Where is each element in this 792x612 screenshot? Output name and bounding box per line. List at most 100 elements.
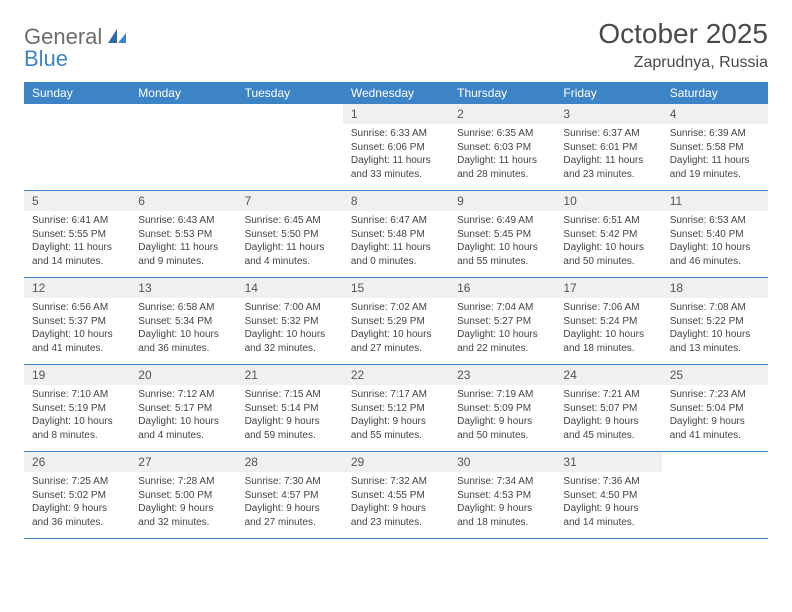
daylight-text: Daylight: 9 hours and 59 minutes. bbox=[245, 415, 337, 442]
daylight-text: Daylight: 11 hours and 14 minutes. bbox=[32, 241, 124, 268]
weekday-header: Wednesday bbox=[343, 82, 449, 104]
weekday-header: Saturday bbox=[662, 82, 768, 104]
sunset-text: Sunset: 6:01 PM bbox=[563, 141, 655, 155]
sunrise-text: Sunrise: 7:23 AM bbox=[670, 388, 762, 402]
daylight-text: Daylight: 11 hours and 23 minutes. bbox=[563, 154, 655, 181]
day-number: 11 bbox=[662, 191, 768, 211]
week-row: 26Sunrise: 7:25 AMSunset: 5:02 PMDayligh… bbox=[24, 452, 768, 539]
sunset-text: Sunset: 5:00 PM bbox=[138, 489, 230, 503]
day-body: Sunrise: 7:12 AMSunset: 5:17 PMDaylight:… bbox=[130, 385, 236, 446]
sunset-text: Sunset: 5:14 PM bbox=[245, 402, 337, 416]
day-body: Sunrise: 6:43 AMSunset: 5:53 PMDaylight:… bbox=[130, 211, 236, 272]
daylight-text: Daylight: 10 hours and 32 minutes. bbox=[245, 328, 337, 355]
day-body: Sunrise: 6:41 AMSunset: 5:55 PMDaylight:… bbox=[24, 211, 130, 272]
day-cell: 13Sunrise: 6:58 AMSunset: 5:34 PMDayligh… bbox=[130, 278, 236, 364]
day-number: 4 bbox=[662, 104, 768, 124]
daylight-text: Daylight: 10 hours and 22 minutes. bbox=[457, 328, 549, 355]
day-number: 21 bbox=[237, 365, 343, 385]
day-number: 1 bbox=[343, 104, 449, 124]
day-number: 5 bbox=[24, 191, 130, 211]
daylight-text: Daylight: 9 hours and 50 minutes. bbox=[457, 415, 549, 442]
sunrise-text: Sunrise: 6:37 AM bbox=[563, 127, 655, 141]
day-number: 2 bbox=[449, 104, 555, 124]
day-cell: 8Sunrise: 6:47 AMSunset: 5:48 PMDaylight… bbox=[343, 191, 449, 277]
weekday-header-row: Sunday Monday Tuesday Wednesday Thursday… bbox=[24, 82, 768, 104]
weekday-header: Friday bbox=[555, 82, 661, 104]
day-body: Sunrise: 7:23 AMSunset: 5:04 PMDaylight:… bbox=[662, 385, 768, 446]
daylight-text: Daylight: 10 hours and 27 minutes. bbox=[351, 328, 443, 355]
sunrise-text: Sunrise: 7:19 AM bbox=[457, 388, 549, 402]
daylight-text: Daylight: 9 hours and 14 minutes. bbox=[563, 502, 655, 529]
day-body: Sunrise: 6:33 AMSunset: 6:06 PMDaylight:… bbox=[343, 124, 449, 185]
day-body: Sunrise: 7:19 AMSunset: 5:09 PMDaylight:… bbox=[449, 385, 555, 446]
sunrise-text: Sunrise: 7:12 AM bbox=[138, 388, 230, 402]
daylight-text: Daylight: 10 hours and 18 minutes. bbox=[563, 328, 655, 355]
sunrise-text: Sunrise: 7:08 AM bbox=[670, 301, 762, 315]
day-cell: 21Sunrise: 7:15 AMSunset: 5:14 PMDayligh… bbox=[237, 365, 343, 451]
day-cell: 10Sunrise: 6:51 AMSunset: 5:42 PMDayligh… bbox=[555, 191, 661, 277]
sunset-text: Sunset: 5:04 PM bbox=[670, 402, 762, 416]
sunset-text: Sunset: 5:37 PM bbox=[32, 315, 124, 329]
calendar-page: GeneralBlue October 2025 Zaprudnya, Russ… bbox=[0, 0, 792, 539]
sunrise-text: Sunrise: 7:02 AM bbox=[351, 301, 443, 315]
sunset-text: Sunset: 4:50 PM bbox=[563, 489, 655, 503]
calendar-grid: Sunday Monday Tuesday Wednesday Thursday… bbox=[24, 82, 768, 539]
week-row: 12Sunrise: 6:56 AMSunset: 5:37 PMDayligh… bbox=[24, 278, 768, 365]
day-body: Sunrise: 7:06 AMSunset: 5:24 PMDaylight:… bbox=[555, 298, 661, 359]
sunset-text: Sunset: 4:55 PM bbox=[351, 489, 443, 503]
logo: GeneralBlue bbox=[24, 18, 128, 72]
day-cell: 25Sunrise: 7:23 AMSunset: 5:04 PMDayligh… bbox=[662, 365, 768, 451]
day-cell: 26Sunrise: 7:25 AMSunset: 5:02 PMDayligh… bbox=[24, 452, 130, 538]
weekday-header: Sunday bbox=[24, 82, 130, 104]
sunset-text: Sunset: 5:40 PM bbox=[670, 228, 762, 242]
daylight-text: Daylight: 9 hours and 32 minutes. bbox=[138, 502, 230, 529]
day-cell: 29Sunrise: 7:32 AMSunset: 4:55 PMDayligh… bbox=[343, 452, 449, 538]
weekday-header: Tuesday bbox=[237, 82, 343, 104]
day-cell: 23Sunrise: 7:19 AMSunset: 5:09 PMDayligh… bbox=[449, 365, 555, 451]
day-body: Sunrise: 7:36 AMSunset: 4:50 PMDaylight:… bbox=[555, 472, 661, 533]
sunrise-text: Sunrise: 6:51 AM bbox=[563, 214, 655, 228]
day-cell: 20Sunrise: 7:12 AMSunset: 5:17 PMDayligh… bbox=[130, 365, 236, 451]
day-number: 17 bbox=[555, 278, 661, 298]
sunset-text: Sunset: 5:32 PM bbox=[245, 315, 337, 329]
day-body: Sunrise: 7:04 AMSunset: 5:27 PMDaylight:… bbox=[449, 298, 555, 359]
day-cell: 3Sunrise: 6:37 AMSunset: 6:01 PMDaylight… bbox=[555, 104, 661, 190]
day-cell: 31Sunrise: 7:36 AMSunset: 4:50 PMDayligh… bbox=[555, 452, 661, 538]
week-row: 19Sunrise: 7:10 AMSunset: 5:19 PMDayligh… bbox=[24, 365, 768, 452]
day-number: 10 bbox=[555, 191, 661, 211]
sunset-text: Sunset: 5:42 PM bbox=[563, 228, 655, 242]
sunrise-text: Sunrise: 7:10 AM bbox=[32, 388, 124, 402]
day-number: 8 bbox=[343, 191, 449, 211]
sunset-text: Sunset: 5:50 PM bbox=[245, 228, 337, 242]
day-body: Sunrise: 6:39 AMSunset: 5:58 PMDaylight:… bbox=[662, 124, 768, 185]
day-body: Sunrise: 7:25 AMSunset: 5:02 PMDaylight:… bbox=[24, 472, 130, 533]
sunrise-text: Sunrise: 6:56 AM bbox=[32, 301, 124, 315]
sunset-text: Sunset: 5:22 PM bbox=[670, 315, 762, 329]
sunset-text: Sunset: 6:06 PM bbox=[351, 141, 443, 155]
sunset-text: Sunset: 5:58 PM bbox=[670, 141, 762, 155]
sunset-text: Sunset: 5:17 PM bbox=[138, 402, 230, 416]
sunrise-text: Sunrise: 7:34 AM bbox=[457, 475, 549, 489]
day-body: Sunrise: 7:10 AMSunset: 5:19 PMDaylight:… bbox=[24, 385, 130, 446]
sunrise-text: Sunrise: 6:47 AM bbox=[351, 214, 443, 228]
daylight-text: Daylight: 11 hours and 19 minutes. bbox=[670, 154, 762, 181]
daylight-text: Daylight: 10 hours and 41 minutes. bbox=[32, 328, 124, 355]
day-body: Sunrise: 6:56 AMSunset: 5:37 PMDaylight:… bbox=[24, 298, 130, 359]
sunset-text: Sunset: 5:34 PM bbox=[138, 315, 230, 329]
header: GeneralBlue October 2025 Zaprudnya, Russ… bbox=[24, 18, 768, 72]
day-number: 20 bbox=[130, 365, 236, 385]
week-row: 1Sunrise: 6:33 AMSunset: 6:06 PMDaylight… bbox=[24, 104, 768, 191]
sunrise-text: Sunrise: 6:53 AM bbox=[670, 214, 762, 228]
sunset-text: Sunset: 5:24 PM bbox=[563, 315, 655, 329]
sunrise-text: Sunrise: 6:43 AM bbox=[138, 214, 230, 228]
day-body: Sunrise: 6:47 AMSunset: 5:48 PMDaylight:… bbox=[343, 211, 449, 272]
day-cell bbox=[130, 104, 236, 190]
day-number: 14 bbox=[237, 278, 343, 298]
day-number: 23 bbox=[449, 365, 555, 385]
weekday-header: Thursday bbox=[449, 82, 555, 104]
day-number: 22 bbox=[343, 365, 449, 385]
sunset-text: Sunset: 5:02 PM bbox=[32, 489, 124, 503]
day-cell: 5Sunrise: 6:41 AMSunset: 5:55 PMDaylight… bbox=[24, 191, 130, 277]
daylight-text: Daylight: 10 hours and 46 minutes. bbox=[670, 241, 762, 268]
day-cell: 18Sunrise: 7:08 AMSunset: 5:22 PMDayligh… bbox=[662, 278, 768, 364]
